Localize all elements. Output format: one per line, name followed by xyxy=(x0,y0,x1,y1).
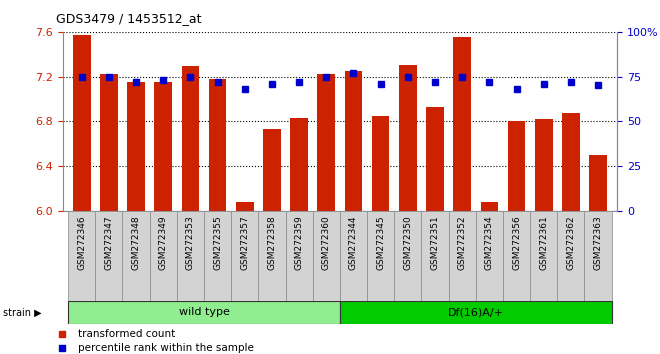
Text: GSM272356: GSM272356 xyxy=(512,215,521,270)
Text: GSM272362: GSM272362 xyxy=(566,215,576,270)
Text: GSM272352: GSM272352 xyxy=(457,215,467,270)
Text: wild type: wild type xyxy=(179,307,230,318)
Text: GSM272360: GSM272360 xyxy=(322,215,331,270)
Text: percentile rank within the sample: percentile rank within the sample xyxy=(79,343,254,353)
Bar xyxy=(340,211,367,301)
Bar xyxy=(480,202,498,211)
Bar xyxy=(209,79,226,211)
Text: GDS3479 / 1453512_at: GDS3479 / 1453512_at xyxy=(56,12,201,25)
Bar xyxy=(95,211,123,301)
Bar xyxy=(557,211,585,301)
Bar xyxy=(372,116,389,211)
Bar xyxy=(399,65,416,211)
Bar xyxy=(100,74,117,211)
Bar xyxy=(177,211,204,301)
Bar xyxy=(290,118,308,211)
Text: GSM272359: GSM272359 xyxy=(294,215,304,270)
Text: GSM272349: GSM272349 xyxy=(159,215,168,270)
Bar xyxy=(68,301,340,324)
Text: GSM272355: GSM272355 xyxy=(213,215,222,270)
Text: GSM272345: GSM272345 xyxy=(376,215,385,270)
Text: transformed count: transformed count xyxy=(79,330,176,339)
Bar xyxy=(453,38,471,211)
Text: GSM272348: GSM272348 xyxy=(131,215,141,270)
Text: GSM272346: GSM272346 xyxy=(77,215,86,270)
Bar xyxy=(503,211,530,301)
Bar xyxy=(182,67,199,211)
Bar xyxy=(286,211,313,301)
Bar xyxy=(535,119,552,211)
Text: Df(16)A/+: Df(16)A/+ xyxy=(447,307,504,318)
Bar xyxy=(476,211,503,301)
Bar xyxy=(68,211,95,301)
Bar xyxy=(562,113,579,211)
Text: GSM272354: GSM272354 xyxy=(485,215,494,270)
Bar xyxy=(236,202,253,211)
Bar xyxy=(449,211,476,301)
Bar xyxy=(317,74,335,211)
Bar xyxy=(422,211,449,301)
Bar xyxy=(589,155,607,211)
Bar xyxy=(394,211,422,301)
Text: GSM272351: GSM272351 xyxy=(430,215,440,270)
Text: strain ▶: strain ▶ xyxy=(3,307,42,318)
Bar xyxy=(73,35,90,211)
Text: GSM272350: GSM272350 xyxy=(403,215,412,270)
Bar xyxy=(585,211,612,301)
Bar xyxy=(508,121,525,211)
Bar xyxy=(204,211,231,301)
Bar xyxy=(367,211,394,301)
Bar xyxy=(127,82,145,211)
Text: GSM272344: GSM272344 xyxy=(349,215,358,270)
Text: GSM272361: GSM272361 xyxy=(539,215,548,270)
Bar xyxy=(263,129,280,211)
Bar xyxy=(123,211,150,301)
Bar xyxy=(258,211,286,301)
Bar xyxy=(150,211,177,301)
Bar xyxy=(340,301,612,324)
Bar xyxy=(530,211,557,301)
Bar xyxy=(313,211,340,301)
Text: GSM272363: GSM272363 xyxy=(593,215,603,270)
Text: GSM272358: GSM272358 xyxy=(267,215,277,270)
Bar xyxy=(231,211,258,301)
Bar xyxy=(154,82,172,211)
Text: GSM272347: GSM272347 xyxy=(104,215,114,270)
Bar xyxy=(345,71,362,211)
Text: GSM272353: GSM272353 xyxy=(186,215,195,270)
Text: GSM272357: GSM272357 xyxy=(240,215,249,270)
Bar xyxy=(426,107,444,211)
